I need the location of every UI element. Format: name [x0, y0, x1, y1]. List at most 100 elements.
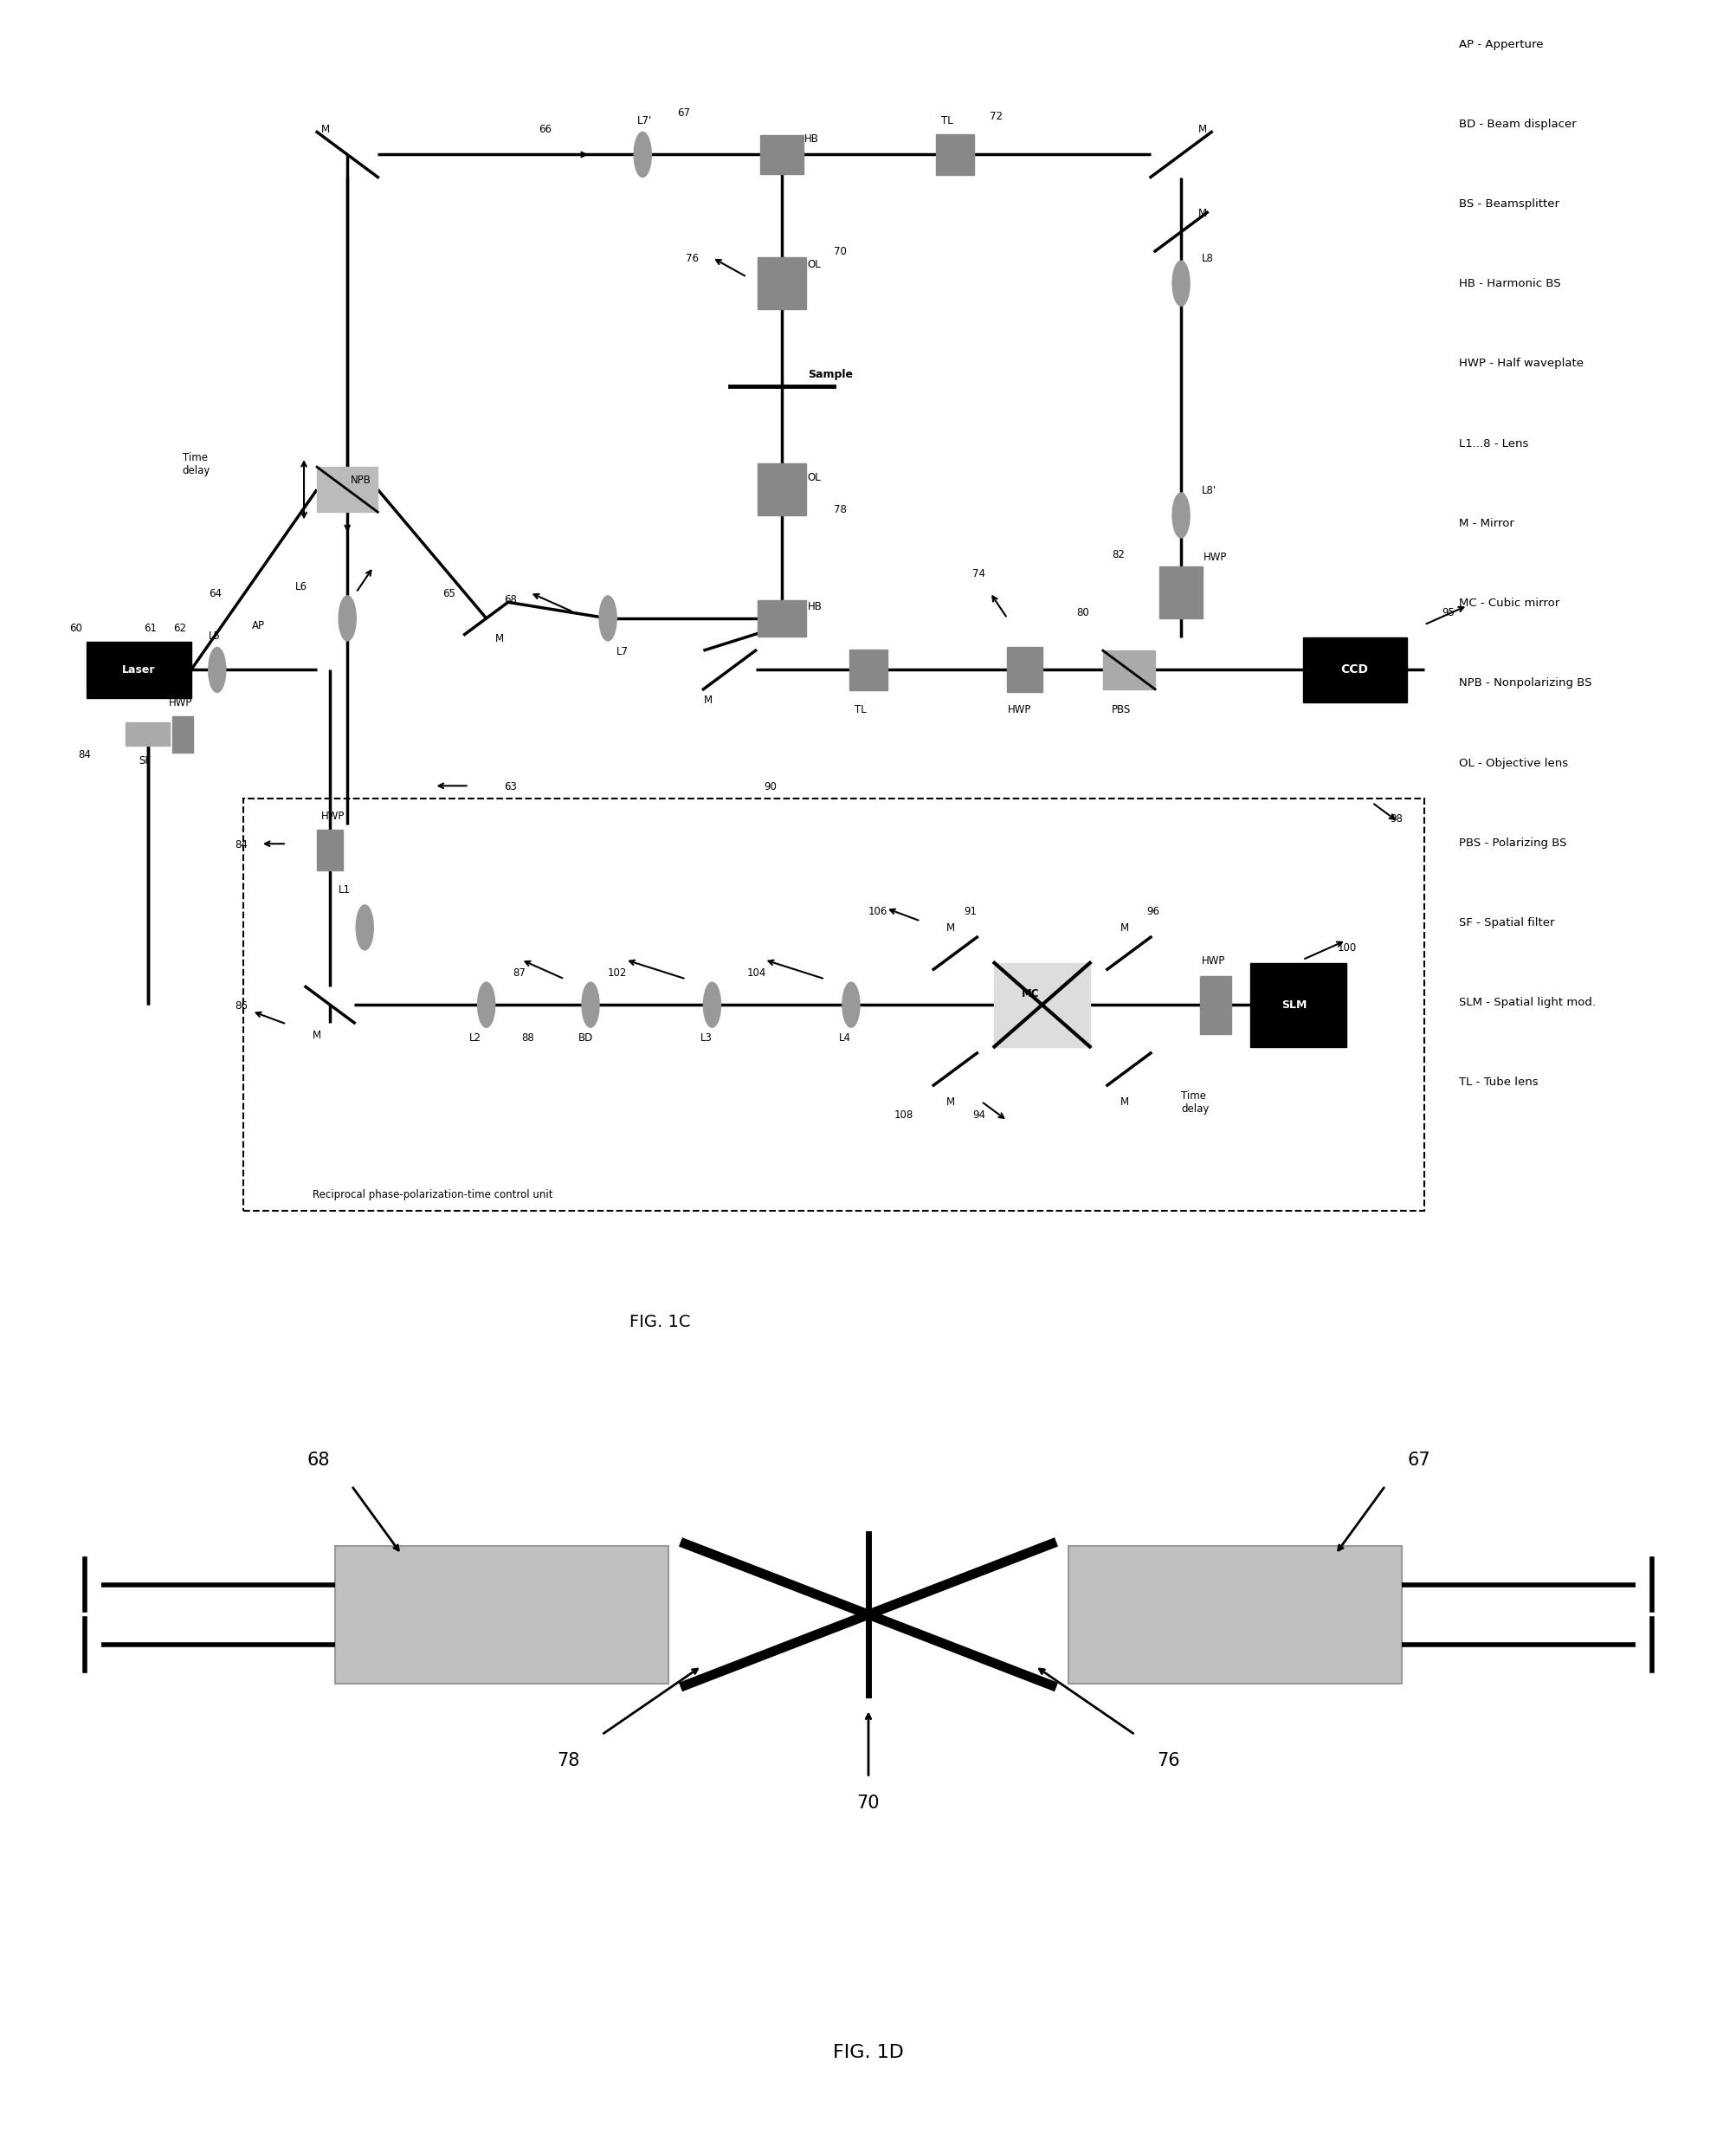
Text: 70: 70	[833, 247, 845, 258]
Text: 90: 90	[764, 782, 776, 792]
Text: M: M	[1120, 923, 1128, 934]
Text: 67: 67	[677, 107, 689, 118]
Text: L5: L5	[208, 631, 220, 642]
Text: HB - Harmonic BS: HB - Harmonic BS	[1458, 279, 1561, 290]
Text: L4: L4	[838, 1033, 851, 1043]
Bar	[127, 724, 170, 745]
Text: NPB - Nonpolarizing BS: NPB - Nonpolarizing BS	[1458, 678, 1592, 689]
Text: 96: 96	[1146, 906, 1158, 917]
Text: 67: 67	[1406, 1451, 1429, 1469]
Text: M: M	[946, 923, 955, 934]
Text: CCD: CCD	[1340, 663, 1368, 676]
Bar	[1068, 1546, 1401, 1683]
Bar	[757, 601, 806, 636]
Text: L8': L8'	[1201, 485, 1217, 496]
Text: 68: 68	[307, 1451, 330, 1469]
Text: 84: 84	[234, 839, 247, 850]
Text: 102: 102	[608, 968, 627, 979]
Text: OL: OL	[807, 472, 821, 483]
Text: L1...8 - Lens: L1...8 - Lens	[1458, 438, 1528, 449]
Bar	[1102, 651, 1154, 689]
Text: 66: 66	[538, 125, 550, 135]
Text: PBS - Polarizing BS: PBS - Polarizing BS	[1458, 837, 1566, 848]
Text: 74: 74	[972, 569, 984, 580]
Text: NPB: NPB	[351, 474, 372, 485]
Ellipse shape	[634, 131, 651, 178]
Text: 76: 76	[1156, 1752, 1179, 1769]
Text: MC: MC	[1021, 988, 1038, 1001]
Ellipse shape	[208, 646, 226, 691]
Text: 76: 76	[686, 253, 698, 264]
Text: Time
delay: Time delay	[182, 453, 210, 477]
Text: 88: 88	[521, 1033, 533, 1043]
Text: MC - Cubic mirror: MC - Cubic mirror	[1458, 597, 1559, 610]
Text: M: M	[946, 1097, 955, 1108]
Bar	[993, 962, 1090, 1048]
Bar	[243, 799, 1424, 1211]
Text: OL: OL	[807, 260, 821, 271]
Bar	[172, 717, 193, 751]
Bar	[335, 1546, 668, 1683]
Ellipse shape	[582, 983, 599, 1028]
Text: M: M	[312, 1031, 321, 1041]
Bar	[1200, 975, 1231, 1035]
Bar	[936, 133, 974, 176]
Text: M - Mirror: M - Mirror	[1458, 517, 1514, 528]
Bar	[760, 135, 804, 174]
Ellipse shape	[599, 595, 616, 642]
Bar	[849, 648, 887, 691]
Text: BD: BD	[578, 1033, 594, 1043]
Text: 98: 98	[1389, 814, 1401, 824]
Text: 72: 72	[990, 112, 1002, 122]
Text: L7': L7'	[637, 116, 653, 127]
Text: 68: 68	[503, 595, 516, 605]
Text: 63: 63	[503, 782, 516, 792]
Text: HB: HB	[807, 601, 821, 612]
Text: 94: 94	[972, 1110, 984, 1121]
Text: TL: TL	[941, 116, 953, 127]
Ellipse shape	[339, 595, 356, 642]
Text: M: M	[703, 696, 712, 706]
Text: 61: 61	[144, 623, 156, 633]
Text: 100: 100	[1337, 943, 1356, 953]
Text: 91: 91	[963, 906, 976, 917]
Text: 108: 108	[894, 1110, 913, 1121]
Text: AP: AP	[252, 620, 264, 631]
Text: L1: L1	[339, 885, 351, 895]
Text: 70: 70	[856, 1795, 880, 1812]
Text: 82: 82	[1111, 550, 1123, 560]
Text: TL - Tube lens: TL - Tube lens	[1458, 1078, 1538, 1089]
Text: FIG. 1C: FIG. 1C	[628, 1314, 691, 1331]
Text: Time
delay: Time delay	[1180, 1091, 1208, 1114]
Ellipse shape	[703, 983, 720, 1028]
Text: 62: 62	[174, 623, 186, 633]
Bar	[318, 468, 378, 513]
Text: M: M	[1198, 125, 1207, 135]
FancyBboxPatch shape	[87, 642, 191, 698]
Text: 64: 64	[208, 588, 220, 599]
Text: SLM: SLM	[1281, 998, 1305, 1011]
Ellipse shape	[356, 904, 373, 949]
Text: Reciprocal phase-polarization-time control unit: Reciprocal phase-polarization-time contr…	[312, 1189, 552, 1200]
Text: 87: 87	[512, 968, 524, 979]
Text: HB: HB	[804, 133, 818, 144]
Text: M: M	[495, 633, 503, 644]
Ellipse shape	[1172, 262, 1189, 307]
Text: OL - Objective lens: OL - Objective lens	[1458, 758, 1568, 769]
Text: BS - Beamsplitter: BS - Beamsplitter	[1458, 198, 1559, 210]
Ellipse shape	[1172, 494, 1189, 539]
Bar	[1007, 648, 1042, 691]
Text: M: M	[1198, 208, 1207, 219]
Text: 104: 104	[746, 968, 766, 979]
Text: 65: 65	[443, 588, 455, 599]
Text: 78: 78	[557, 1752, 580, 1769]
Ellipse shape	[842, 983, 859, 1028]
Text: L2: L2	[469, 1033, 481, 1043]
Bar	[1160, 567, 1203, 618]
Ellipse shape	[477, 983, 495, 1028]
Text: SF - Spatial filter: SF - Spatial filter	[1458, 917, 1554, 928]
Text: Sample: Sample	[807, 369, 852, 380]
Text: L7: L7	[616, 646, 628, 657]
Bar	[318, 829, 344, 872]
Text: Laser: Laser	[122, 663, 156, 676]
